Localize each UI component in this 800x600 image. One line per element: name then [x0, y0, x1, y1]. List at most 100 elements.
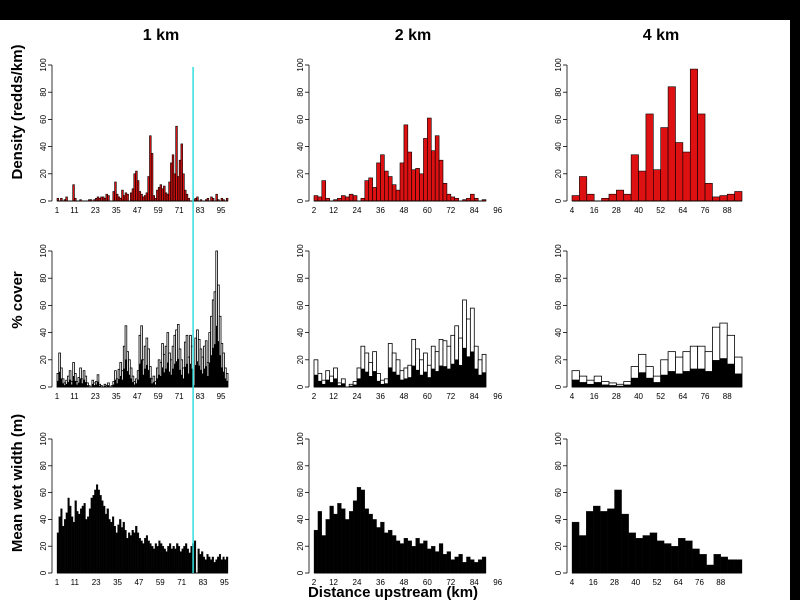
bar-fill-cover-1km — [163, 372, 166, 387]
bar-fill-cover-1km — [168, 371, 171, 387]
column-titles: 1 km 2 km 4 km — [143, 27, 679, 44]
x-tick-label-density-4km: 64 — [678, 206, 687, 215]
bar-width-4km — [656, 540, 665, 574]
bar-fill-cover-1km — [147, 369, 150, 387]
bar-width-2km — [403, 538, 408, 574]
bar-width-2km — [317, 511, 322, 574]
x-tick-label-density-2km: 60 — [423, 206, 432, 215]
x-tick-label-width-2km: 60 — [423, 578, 432, 587]
x-tick-label-width-1km: 23 — [92, 578, 101, 587]
bar-width-4km — [720, 556, 728, 574]
bar-width-2km — [446, 551, 451, 574]
bar-fill-cover-2km — [368, 375, 373, 387]
bar-fill-cover-4km — [631, 377, 639, 387]
bar-width-1km — [201, 551, 204, 574]
x-tick-label-cover-1km: 83 — [196, 392, 205, 401]
bar-fill-cover-1km — [201, 373, 204, 387]
bar-fill-cover-2km — [423, 371, 428, 387]
bar-density-2km — [380, 154, 385, 202]
x-tick-label-width-4km: 40 — [631, 578, 640, 587]
y-tick-label-density-1km: 0 — [39, 198, 48, 203]
bar-fill-cover-2km — [446, 368, 451, 387]
bar-width-1km — [135, 525, 138, 574]
bar-fill-cover-4km — [705, 371, 713, 387]
bar-width-1km — [183, 546, 186, 574]
bar-fill-cover-1km — [133, 384, 136, 387]
bar-density-4km — [586, 193, 595, 202]
y-tick-label-cover-1km: 40 — [39, 328, 48, 337]
x-tick-label-width-4km: 76 — [695, 578, 704, 587]
bar-fill-cover-4km — [623, 384, 632, 387]
bar-width-2km — [337, 503, 342, 574]
bar-density-2km — [430, 150, 436, 202]
bar-fill-cover-4km — [572, 379, 580, 387]
bar-density-1km — [126, 193, 129, 202]
bar-density-4km — [734, 191, 743, 202]
x-tick-label-density-1km: 35 — [112, 206, 121, 215]
x-tick-label-density-4km: 76 — [701, 206, 710, 215]
bar-width-1km — [167, 546, 170, 574]
bar-width-1km — [213, 562, 216, 574]
bar-fill-cover-2km — [403, 378, 408, 387]
bar-width-4km — [586, 511, 594, 574]
x-tick-label-density-1km: 47 — [133, 206, 142, 215]
y-tick-label-cover-1km: 60 — [39, 300, 48, 309]
bar-density-2km — [317, 196, 323, 202]
bar-density-2km — [391, 184, 397, 202]
bar-width-2km — [442, 554, 448, 574]
x-tick-label-width-2km: 2 — [312, 578, 317, 587]
x-tick-label-density-2km: 2 — [312, 206, 317, 215]
x-tick-label-density-1km: 71 — [175, 206, 184, 215]
bar-width-2km — [419, 543, 424, 574]
bar-fill-cover-1km — [182, 378, 185, 387]
bar-width-2km — [458, 554, 463, 574]
bar-fill-cover-1km — [137, 379, 140, 387]
x-tick-label-density-2km: 48 — [399, 206, 408, 215]
x-tick-label-cover-4km: 64 — [678, 392, 687, 401]
bar-width-4km — [600, 511, 608, 574]
bar-width-1km — [220, 559, 223, 574]
bar-fill-cover-2km — [353, 384, 357, 387]
bar-fill-cover-1km — [142, 374, 145, 387]
bar-width-1km — [208, 556, 211, 574]
bar-fill-cover-4km — [719, 358, 728, 387]
bar-fill-cover-1km — [203, 368, 206, 387]
x-tick-label-width-4km: 4 — [570, 578, 575, 587]
bar-fill-cover-1km — [200, 369, 202, 387]
bar-width-2km — [395, 540, 401, 574]
bar-fill-cover-2km — [388, 367, 393, 387]
x-tick-label-density-4km: 28 — [612, 206, 621, 215]
bar-fill-cover-4km — [682, 371, 691, 387]
bar-density-2km — [427, 117, 432, 202]
bar-fill-cover-2km — [392, 371, 397, 387]
bar-width-1km — [177, 546, 181, 574]
y-tick-label-density-1km: 20 — [39, 169, 48, 178]
y-tick-label-density-4km: 100 — [554, 58, 563, 72]
bar-width-1km — [197, 548, 200, 574]
y-tick-label-density-4km: 0 — [554, 198, 563, 203]
bar-fill-cover-1km — [140, 359, 143, 387]
bar-fill-cover-2km — [450, 363, 455, 387]
bar-fill-cover-1km — [86, 385, 89, 387]
bar-width-1km — [226, 556, 229, 574]
x-tick-label-density-1km: 1 — [55, 206, 60, 215]
bar-fill-cover-4km — [712, 360, 720, 387]
bar-fill-cover-2km — [474, 368, 479, 387]
x-tick-label-cover-1km: 95 — [217, 392, 226, 401]
bar-width-1km — [158, 540, 161, 574]
bar-density-1km — [65, 196, 68, 202]
bar-width-2km — [360, 489, 365, 574]
bar-density-4km — [719, 195, 728, 202]
x-tick-label-density-1km: 23 — [91, 206, 100, 215]
bar-fill-cover-2km — [435, 371, 440, 387]
bar-fill-cover-2km — [400, 379, 404, 387]
x-tick-label-width-1km: 11 — [71, 578, 80, 587]
bar-density-4km — [712, 196, 721, 202]
x-tick-label-cover-2km: 48 — [399, 392, 408, 401]
bar-density-2km — [403, 124, 409, 202]
y-tick-label-density-2km: 100 — [296, 58, 305, 72]
bar-fill-cover-1km — [67, 382, 70, 387]
bar-fill-cover-2km — [372, 371, 377, 387]
bar-density-2km — [376, 162, 381, 202]
bar-width-4km — [642, 535, 651, 574]
